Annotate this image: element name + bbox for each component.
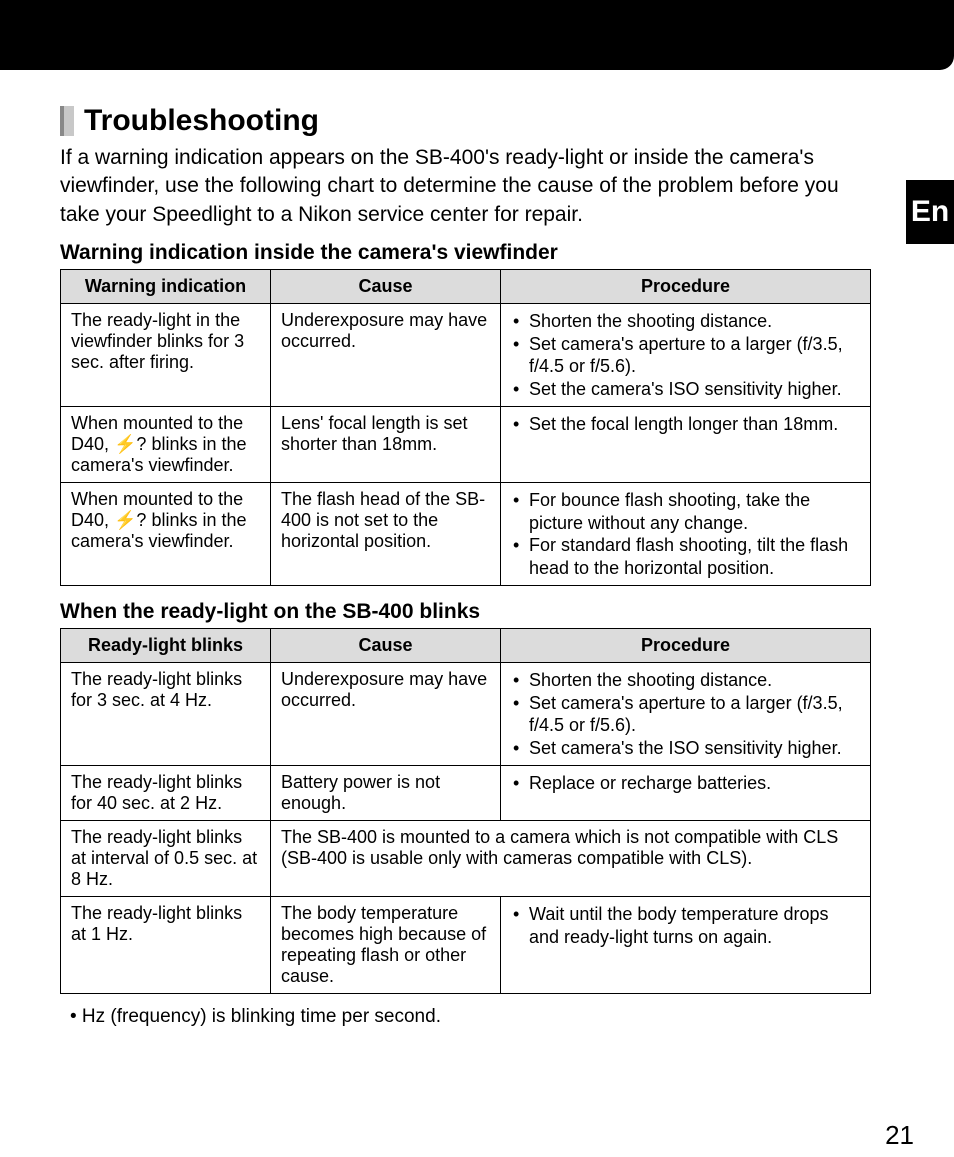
procedure-item: Set camera's aperture to a larger (f/3.5… — [511, 333, 860, 378]
cell-indication: The ready-light blinks for 40 sec. at 2 … — [61, 766, 271, 821]
page: En Troubleshooting If a warning indicati… — [0, 0, 954, 1157]
cell-indication: The ready-light blinks at interval of 0.… — [61, 821, 271, 897]
cell-cause: Lens' focal length is set shorter than 1… — [271, 407, 501, 483]
table-row: The ready-light blinks for 3 sec. at 4 H… — [61, 663, 871, 766]
section1-title: Warning indication inside the camera's v… — [60, 241, 894, 265]
cell-procedure: For bounce flash shooting, take the pict… — [501, 483, 871, 586]
table-row: The ready-light blinks at 1 Hz.The body … — [61, 897, 871, 994]
page-title: Troubleshooting — [84, 104, 319, 138]
cell-cause: The body temperature becomes high becaus… — [271, 897, 501, 994]
procedure-item: Shorten the shooting distance. — [511, 310, 860, 333]
table-readylight-blinks: Ready-light blinks Cause Procedure The r… — [60, 628, 871, 994]
cell-procedure: Shorten the shooting distance.Set camera… — [501, 663, 871, 766]
table-header-row: Warning indication Cause Procedure — [61, 270, 871, 304]
heading-accent-bar — [60, 106, 74, 136]
procedure-list: Wait until the body temperature drops an… — [511, 903, 860, 948]
th-cause: Cause — [271, 629, 501, 663]
cell-cause: The flash head of the SB-400 is not set … — [271, 483, 501, 586]
procedure-item: For bounce flash shooting, take the pict… — [511, 489, 860, 534]
procedure-list: Set the focal length longer than 18mm. — [511, 413, 860, 436]
table-row: The ready-light in the viewfinder blinks… — [61, 304, 871, 407]
cell-indication: When mounted to the D40, ⚡? blinks in th… — [61, 407, 271, 483]
heading-row: Troubleshooting — [60, 104, 894, 138]
procedure-list: Replace or recharge batteries. — [511, 772, 860, 795]
cell-indication: The ready-light blinks at 1 Hz. — [61, 897, 271, 994]
th-cause: Cause — [271, 270, 501, 304]
cell-procedure: Shorten the shooting distance.Set camera… — [501, 304, 871, 407]
cell-indication: The ready-light in the viewfinder blinks… — [61, 304, 271, 407]
procedure-item: Replace or recharge batteries. — [511, 772, 860, 795]
th-procedure: Procedure — [501, 629, 871, 663]
table-viewfinder-warnings: Warning indication Cause Procedure The r… — [60, 269, 871, 586]
table-row: When mounted to the D40, ⚡? blinks in th… — [61, 483, 871, 586]
th-warning-indication: Warning indication — [61, 270, 271, 304]
procedure-item: Set camera's the ISO sensitivity higher. — [511, 737, 860, 760]
procedure-list: Shorten the shooting distance.Set camera… — [511, 669, 860, 759]
procedure-item: Set the camera's ISO sensitivity higher. — [511, 378, 860, 401]
th-ready-light: Ready-light blinks — [61, 629, 271, 663]
procedure-item: Set the focal length longer than 18mm. — [511, 413, 860, 436]
section2-title: When the ready-light on the SB-400 blink… — [60, 600, 894, 624]
intro-paragraph: If a warning indication appears on the S… — [60, 144, 860, 229]
procedure-item: Wait until the body temperature drops an… — [511, 903, 860, 948]
cell-cause: Battery power is not enough. — [271, 766, 501, 821]
table-header-row: Ready-light blinks Cause Procedure — [61, 629, 871, 663]
cell-procedure: Wait until the body temperature drops an… — [501, 897, 871, 994]
footnote: • Hz (frequency) is blinking time per se… — [70, 1006, 894, 1028]
table-row: The ready-light blinks at interval of 0.… — [61, 821, 871, 897]
top-black-bar — [0, 0, 954, 70]
procedure-item: For standard flash shooting, tilt the fl… — [511, 534, 860, 579]
procedure-list: For bounce flash shooting, take the pict… — [511, 489, 860, 579]
cell-cause: Underexposure may have occurred. — [271, 304, 501, 407]
procedure-item: Set camera's aperture to a larger (f/3.5… — [511, 692, 860, 737]
table-row: When mounted to the D40, ⚡? blinks in th… — [61, 407, 871, 483]
cell-procedure: Replace or recharge batteries. — [501, 766, 871, 821]
cell-indication: When mounted to the D40, ⚡? blinks in th… — [61, 483, 271, 586]
content-area: Troubleshooting If a warning indication … — [0, 70, 954, 1028]
page-number: 21 — [885, 1120, 914, 1151]
procedure-list: Shorten the shooting distance.Set camera… — [511, 310, 860, 400]
cell-cause-procedure-merged: The SB-400 is mounted to a camera which … — [271, 821, 871, 897]
table-row: The ready-light blinks for 40 sec. at 2 … — [61, 766, 871, 821]
cell-procedure: Set the focal length longer than 18mm. — [501, 407, 871, 483]
cell-indication: The ready-light blinks for 3 sec. at 4 H… — [61, 663, 271, 766]
th-procedure: Procedure — [501, 270, 871, 304]
cell-cause: Underexposure may have occurred. — [271, 663, 501, 766]
procedure-item: Shorten the shooting distance. — [511, 669, 860, 692]
